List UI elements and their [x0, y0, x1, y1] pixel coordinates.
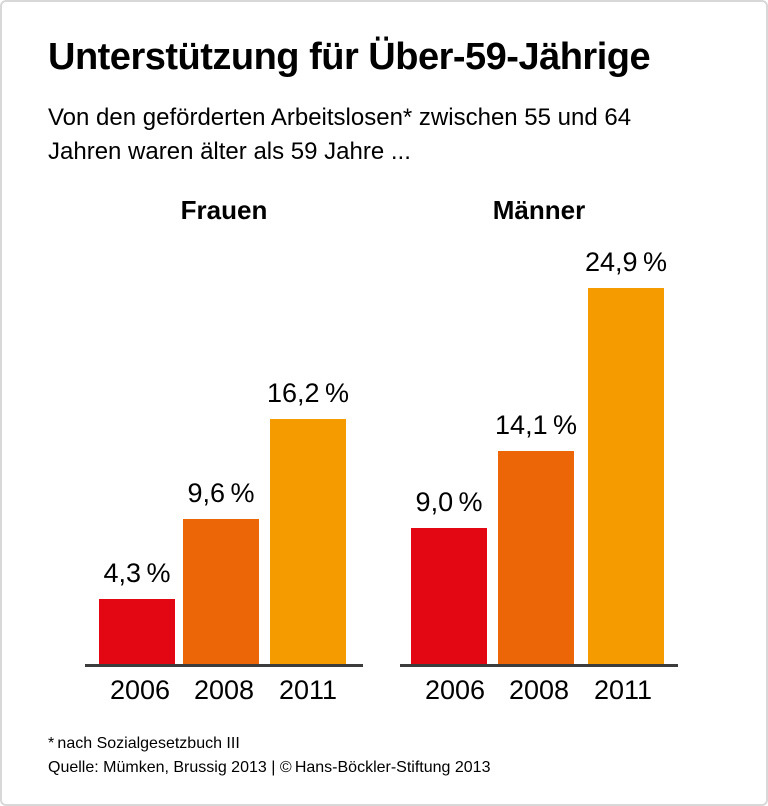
bar-value-label: 4,3 %	[103, 558, 171, 588]
bar	[587, 288, 664, 664]
bar	[99, 599, 176, 664]
bar-value-label: 9,0 %	[415, 487, 483, 517]
bar-group: 9,0 %	[411, 487, 488, 664]
chart-group: Frauen 4,3 % 9,6 % 16,2 % 2006 2008 2011	[85, 195, 363, 706]
x-axis-tick-label: 2008	[508, 675, 570, 705]
x-axis: 2006 2008 2011	[400, 675, 678, 706]
x-axis-tick-label: 2006	[109, 675, 171, 705]
bar	[183, 519, 260, 664]
x-axis-tick-label: 2006	[424, 675, 486, 705]
bar	[498, 451, 575, 664]
x-axis: 2006 2008 2011	[85, 675, 363, 706]
bar	[270, 419, 346, 664]
bar	[411, 528, 488, 664]
charts-row: Frauen 4,3 % 9,6 % 16,2 % 2006 2008 2011 Männer…	[85, 195, 720, 706]
chart-group-title: Männer	[492, 195, 586, 225]
plot-area: 9,0 % 14,1 % 24,9 %	[400, 232, 678, 667]
subtitle-line-2: Jahren waren älter als 59 Jahre ...	[48, 138, 411, 165]
bar-group: 16,2 %	[267, 378, 349, 664]
bar-group: 9,6 %	[183, 478, 260, 664]
chart-subtitle: Von den geförderten Arbeitslosen* zwisch…	[48, 101, 720, 169]
chart-group-title: Frauen	[180, 195, 268, 225]
chart-group: Männer 9,0 % 14,1 % 24,9 % 2006 2008 2011	[400, 195, 678, 706]
bar-value-label: 9,6 %	[187, 478, 255, 508]
footnote-text: * nach Sozialgesetzbuch III	[48, 735, 240, 752]
bar-value-label: 24,9 %	[585, 247, 667, 277]
bar-group: 4,3 %	[99, 558, 176, 664]
plot-area: 4,3 % 9,6 % 16,2 %	[85, 232, 363, 667]
bar-group: 24,9 %	[585, 247, 667, 664]
subtitle-line-1: Von den geförderten Arbeitslosen* zwisch…	[48, 104, 632, 131]
x-axis-tick-label: 2008	[193, 675, 255, 705]
card-footer: * nach Sozialgesetzbuch III Quelle: Mümk…	[2, 706, 766, 780]
x-axis-tick-label: 2011	[593, 675, 653, 705]
x-axis-tick-label: 2011	[278, 675, 338, 705]
bar-value-label: 14,1 %	[495, 410, 577, 440]
card-content: Unterstützung für Über-59-Jährige Von de…	[2, 2, 766, 706]
bar-group: 14,1 %	[495, 410, 577, 664]
source-text: Quelle: Mümken, Brussig 2013 | © Hans-Bö…	[48, 759, 491, 776]
page-title: Unterstützung für Über-59-Jährige	[48, 36, 651, 78]
bar-value-label: 16,2 %	[267, 378, 349, 408]
